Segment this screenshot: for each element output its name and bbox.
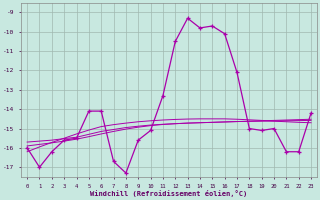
X-axis label: Windchill (Refroidissement éolien,°C): Windchill (Refroidissement éolien,°C) bbox=[91, 190, 248, 197]
